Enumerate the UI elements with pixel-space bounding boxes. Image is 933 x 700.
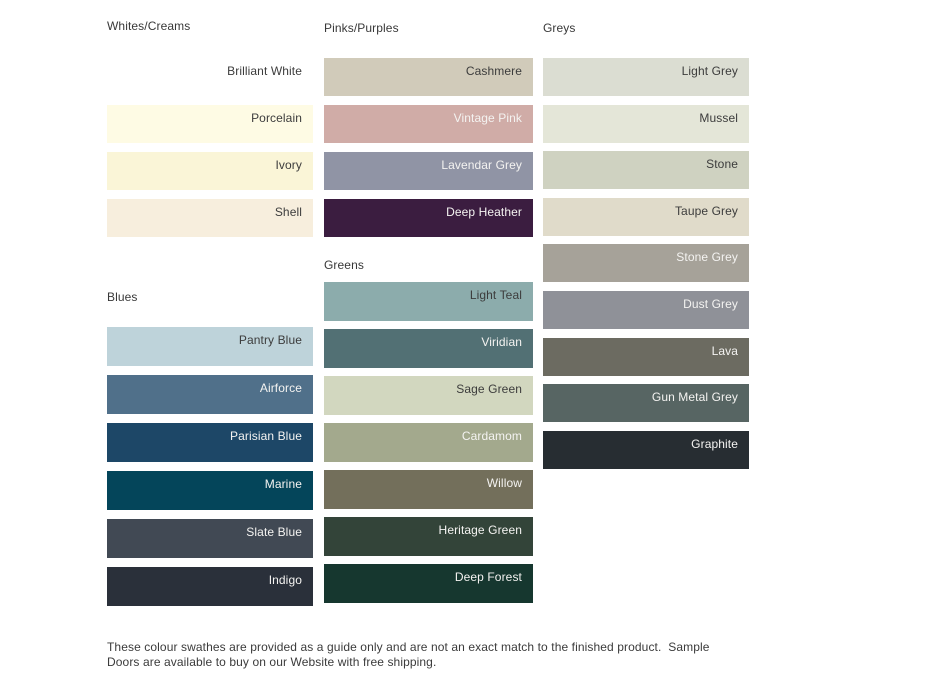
- swatch-taupe-grey: Taupe Grey: [543, 197, 749, 236]
- swatch-deep-forest: Deep Forest: [324, 564, 533, 603]
- swatch-label-sage-green: Sage Green: [456, 382, 522, 396]
- swatch-slate-blue: Slate Blue: [107, 519, 313, 558]
- swatch-stone-grey: Stone Grey: [543, 244, 749, 283]
- swatch-label-deep-heather: Deep Heather: [446, 205, 522, 219]
- swatch-label-cardamom: Cardamom: [461, 429, 522, 443]
- swatch-label-gun-metal-grey: Gun Metal Grey: [651, 390, 738, 405]
- swatch-label-stone-grey: Stone Grey: [676, 250, 738, 265]
- swatch-label-vintage-pink: Vintage Pink: [453, 111, 522, 125]
- swatch-deep-heather: Deep Heather: [324, 199, 533, 237]
- swatch-marine: Marine: [107, 471, 313, 510]
- swatch-label-parisian-blue: Parisian Blue: [229, 429, 302, 443]
- swatch-label-deep-forest: Deep Forest: [454, 570, 522, 584]
- swatch-label-light-grey: Light Grey: [681, 64, 738, 78]
- section-whites-creams: Whites/Creams Brilliant White Porcelain Ivo…: [107, 0, 313, 246]
- section-pinks-purples: Pinks/Purples Cashmere Vintage Pink Lavenda…: [324, 0, 533, 246]
- swatch-label-stone: Stone: [706, 157, 738, 172]
- section-header-greys: Greys: [543, 21, 576, 35]
- section-blues: Blues Pantry Blue Airforce Parisian Blue Mar…: [107, 246, 313, 615]
- swatch-lava: Lava: [543, 337, 749, 376]
- swatch-label-willow: Willow: [486, 476, 522, 490]
- swatch-indigo: Indigo: [107, 567, 313, 606]
- swatch-label-slate-blue: Slate Blue: [246, 525, 302, 539]
- swatch-shell: Shell: [107, 199, 313, 237]
- swatch-porcelain: Porcelain: [107, 105, 313, 143]
- swatch-ivory: Ivory: [107, 152, 313, 190]
- swatch-sage-green: Sage Green: [324, 376, 533, 415]
- swatch-label-light-teal: Light Teal: [469, 288, 522, 302]
- swatch-stone: Stone: [543, 151, 749, 190]
- swatch-light-grey: Light Grey: [543, 58, 749, 96]
- swatch-parisian-blue: Parisian Blue: [107, 423, 313, 462]
- swatch-label-lavendar-grey: Lavendar Grey: [441, 158, 522, 172]
- swatch-willow: Willow: [324, 470, 533, 509]
- swatch-gun-metal-grey: Gun Metal Grey: [543, 384, 749, 423]
- swatch-heritage-green: Heritage Green: [324, 517, 533, 556]
- swatch-label-marine: Marine: [264, 477, 302, 491]
- disclaimer-line-2: Doors are available to buy on our Websit…: [107, 655, 437, 669]
- swatch-label-ivory: Ivory: [275, 158, 302, 172]
- swatch-graphite: Graphite: [543, 430, 749, 469]
- swatch-pantry-blue: Pantry Blue: [107, 327, 313, 366]
- column-pinks-greens: Pinks/Purples Cashmere Vintage Pink Lavenda…: [324, 0, 533, 611]
- swatch-label-pantry-blue: Pantry Blue: [238, 333, 302, 347]
- swatch-label-graphite: Graphite: [691, 436, 738, 451]
- swatch-cashmere: Cashmere: [324, 58, 533, 96]
- swatch-label-taupe-grey: Taupe Grey: [674, 203, 738, 218]
- swatch-label-mussel: Mussel: [699, 110, 738, 125]
- swatch-label-shell: Shell: [274, 205, 302, 219]
- swatch-label-viridian: Viridian: [481, 335, 522, 349]
- swatch-vintage-pink: Vintage Pink: [324, 105, 533, 143]
- swatch-label-indigo: Indigo: [268, 573, 302, 587]
- section-greens: Greens Light Teal Viridian Sage Green Cardam…: [324, 246, 533, 611]
- swatch-brilliant-white: Brilliant White: [107, 58, 313, 96]
- swatch-light-teal: Light Teal: [324, 282, 533, 321]
- swatch-airforce: Airforce: [107, 375, 313, 414]
- swatch-cardamom: Cardamom: [324, 423, 533, 462]
- swatch-mussel: Mussel: [543, 104, 749, 143]
- swatch-dust-grey: Dust Grey: [543, 290, 749, 329]
- section-header-greens: Greens: [324, 258, 364, 272]
- swatch-label-dust-grey: Dust Grey: [683, 296, 738, 311]
- swatch-label-lava: Lava: [711, 343, 738, 358]
- section-greys: Greys Light Grey Mussel Stone Taupe Grey Ston…: [543, 0, 749, 477]
- column-whites-blues: Whites/Creams Brilliant White Porcelain Ivo…: [107, 0, 313, 615]
- column-greys: Greys Light Grey Mussel Stone Taupe Grey Ston…: [543, 0, 749, 477]
- swatch-lavendar-grey: Lavendar Grey: [324, 152, 533, 190]
- swatch-label-heritage-green: Heritage Green: [438, 523, 522, 537]
- section-header-blues: Blues: [107, 290, 138, 304]
- section-header-pinks-purples: Pinks/Purples: [324, 21, 399, 35]
- swatch-label-porcelain: Porcelain: [251, 111, 302, 125]
- swatch-label-airforce: Airforce: [259, 381, 302, 395]
- section-header-whites-creams: Whites/Creams: [107, 19, 191, 33]
- disclaimer-note: These colour swathes are provided as a g…: [107, 640, 807, 670]
- disclaimer-line-1: These colour swathes are provided as a g…: [107, 640, 710, 654]
- swatch-label-cashmere: Cashmere: [465, 64, 522, 78]
- swatch-label-brilliant-white: Brilliant White: [227, 64, 302, 78]
- swatch-viridian: Viridian: [324, 329, 533, 368]
